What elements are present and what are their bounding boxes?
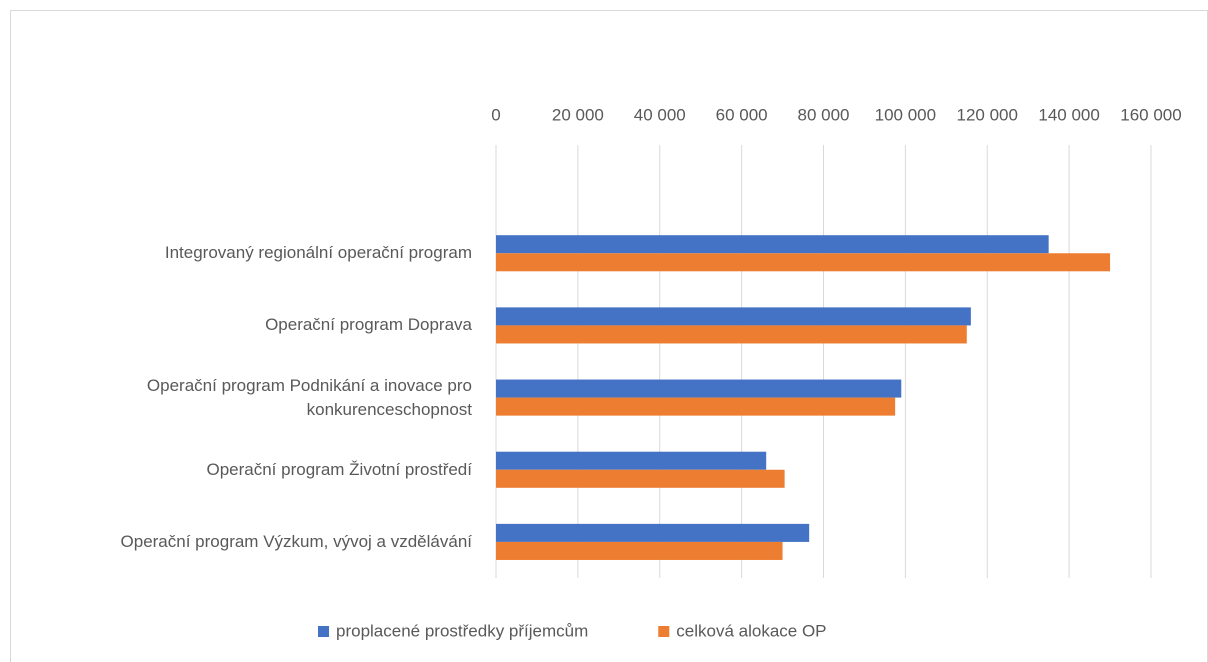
x-tick-label: 0 bbox=[491, 105, 500, 124]
bar bbox=[496, 379, 902, 398]
legend-swatch bbox=[318, 626, 329, 637]
x-tick-label: 140 000 bbox=[1038, 105, 1099, 124]
bar bbox=[496, 523, 810, 542]
legend-label: proplacené prostředky příjemcům bbox=[336, 621, 588, 640]
x-tick-label: 80 000 bbox=[798, 105, 850, 124]
x-tick-label: 40 000 bbox=[634, 105, 686, 124]
y-tick-label: Integrovaný regionální operační program bbox=[164, 243, 472, 263]
x-tick-label: 60 000 bbox=[716, 105, 768, 124]
y-tick-label: Operační program Životní prostředí bbox=[206, 459, 472, 479]
bar bbox=[496, 397, 896, 416]
bar bbox=[496, 541, 783, 560]
bar bbox=[496, 235, 1049, 254]
y-tick-label: Operační program Doprava bbox=[265, 315, 472, 335]
x-tick-label: 100 000 bbox=[875, 105, 936, 124]
bar bbox=[496, 469, 785, 488]
x-tick-label: 160 000 bbox=[1120, 105, 1181, 124]
x-tick-label: 120 000 bbox=[957, 105, 1018, 124]
y-tick-label: Operační program Výzkum, vývoj a vzděláv… bbox=[120, 531, 472, 551]
legend-swatch bbox=[658, 626, 670, 637]
legend-label: celková alokace OP bbox=[676, 621, 826, 640]
bar bbox=[496, 307, 971, 326]
bar bbox=[496, 325, 967, 344]
y-tick-label: Operační program Podnikání a inovace pro… bbox=[146, 375, 472, 419]
bar bbox=[496, 253, 1111, 272]
bar bbox=[496, 451, 767, 470]
x-tick-label: 20 000 bbox=[552, 105, 604, 124]
